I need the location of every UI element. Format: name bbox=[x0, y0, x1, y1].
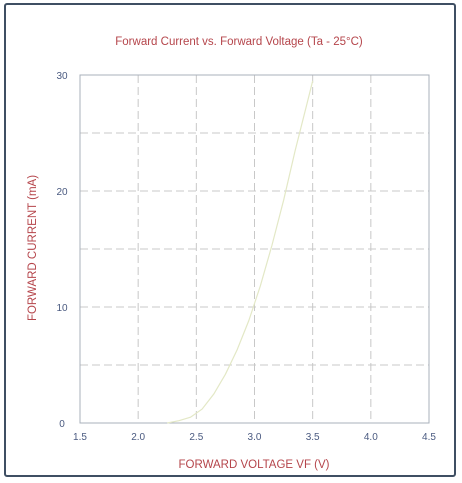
x-tick-label: 3.5 bbox=[306, 432, 320, 443]
series-line bbox=[167, 80, 314, 424]
y-axis-label: FORWARD CURRENT (mA) bbox=[27, 175, 39, 321]
chart-title: Forward Current vs. Forward Voltage (Ta … bbox=[115, 36, 363, 48]
plot-area bbox=[79, 74, 430, 424]
x-tick-label: 3.0 bbox=[248, 432, 262, 443]
x-tick-label: 4.5 bbox=[422, 432, 436, 443]
y-tick-label: 20 bbox=[56, 187, 68, 198]
y-tick-label: 10 bbox=[56, 303, 68, 314]
x-tick-label: 2.5 bbox=[189, 432, 203, 443]
x-tick-label: 2.0 bbox=[131, 432, 145, 443]
y-tick-label: 30 bbox=[56, 71, 68, 82]
grid bbox=[80, 75, 429, 423]
y-tick-label: 0 bbox=[59, 419, 65, 430]
tick-labels: 1.5 2.0 2.5 3.0 3.5 4.0 4.5 0 10 20 30 bbox=[56, 71, 436, 443]
x-tick-label: 1.5 bbox=[73, 432, 87, 443]
x-axis-label: FORWARD VOLTAGE VF (V) bbox=[179, 459, 330, 471]
x-tick-label: 4.0 bbox=[364, 432, 378, 443]
chart-frame bbox=[4, 3, 456, 477]
